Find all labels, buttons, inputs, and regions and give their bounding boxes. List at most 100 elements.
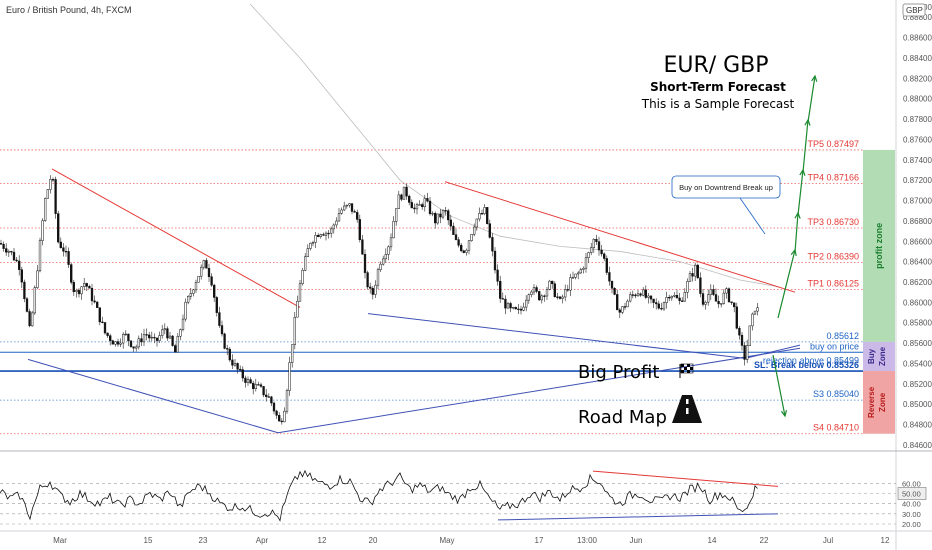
- candle-body: [257, 384, 260, 386]
- candle-body: [696, 264, 699, 279]
- candle-body: [397, 194, 400, 209]
- candle-body: [626, 300, 629, 308]
- candle-body: [241, 369, 244, 379]
- candle-body: [5, 248, 8, 253]
- candle-body: [317, 235, 320, 237]
- candle-body: [353, 211, 356, 213]
- candle-body: [207, 268, 211, 277]
- candle-body: [462, 250, 465, 253]
- candle-body: [714, 294, 718, 302]
- candle-body: [753, 310, 757, 315]
- candle-body: [259, 384, 263, 387]
- candle-body: [740, 334, 744, 346]
- candle-body: [418, 204, 421, 206]
- candle-body: [233, 363, 237, 366]
- candle-body: [340, 209, 343, 214]
- candle-body: [153, 336, 156, 339]
- candle-body: [707, 294, 710, 303]
- candle-body: [629, 294, 632, 302]
- forecast-down-arrow: [772, 354, 786, 417]
- symbol-title: Euro / British Pound, 4h, FXCM: [6, 5, 132, 15]
- level-label: TP1 0.86125: [807, 279, 859, 289]
- candle-body: [496, 269, 499, 282]
- candle-body: [109, 335, 112, 341]
- callout-pointer: [739, 197, 766, 235]
- candle-body: [7, 251, 10, 253]
- candle-body: [426, 198, 429, 202]
- candle-body: [720, 303, 723, 305]
- forecast-up-arrow-head: [811, 74, 818, 82]
- rsi-tick-label: 40.00: [902, 500, 921, 509]
- rsi-tick-label: 30.00: [902, 510, 921, 519]
- candle-body: [49, 179, 52, 190]
- candle-body: [254, 384, 257, 390]
- candle-body: [171, 335, 174, 346]
- candle-body: [140, 338, 143, 343]
- candle-body: [28, 311, 31, 327]
- candle-body: [324, 232, 328, 236]
- time-tick-label: 15: [144, 536, 153, 545]
- candle-body: [597, 241, 601, 251]
- candle-body: [655, 302, 658, 305]
- candle-body: [280, 420, 283, 423]
- rsi-value-badge: [897, 487, 927, 500]
- level-label: rejection above 0.85499: [763, 355, 859, 365]
- candle-body: [96, 301, 99, 308]
- candle-body: [288, 362, 291, 391]
- candle-body: [298, 283, 302, 302]
- candle-body: [38, 240, 42, 272]
- candle-body: [197, 275, 200, 283]
- candle-body: [142, 334, 146, 343]
- support-line-2: [277, 347, 801, 434]
- price-tick-label: 0.85000: [903, 400, 932, 409]
- candle-body: [587, 252, 590, 258]
- candle-body: [545, 289, 549, 297]
- time-tick-label: Jun: [630, 536, 643, 545]
- candle-body: [400, 194, 403, 200]
- candle-body: [530, 291, 533, 295]
- candle-body: [415, 204, 419, 210]
- candle-body: [610, 280, 614, 289]
- candle-body: [236, 363, 239, 370]
- candle-body: [18, 260, 21, 270]
- candle-body: [605, 258, 608, 273]
- candle-body: [265, 394, 268, 397]
- candle-body: [278, 415, 281, 422]
- candle-body: [678, 297, 681, 302]
- candle-body: [652, 298, 655, 303]
- road-dash: [686, 399, 689, 404]
- candle-body: [103, 322, 107, 334]
- flag-square: [690, 367, 693, 370]
- time-tick-label: 22: [760, 536, 769, 545]
- candle-body: [527, 294, 530, 301]
- candle-body: [434, 213, 437, 224]
- candle-body: [483, 207, 486, 215]
- time-tick-label: May: [439, 536, 454, 545]
- forecast-note: This is a Sample Forecast: [641, 97, 795, 111]
- candle-body: [348, 203, 351, 206]
- candle-body: [504, 298, 507, 309]
- candle-body: [561, 296, 564, 299]
- price-tick-label: 0.88200: [903, 74, 932, 83]
- candle-body: [275, 410, 278, 416]
- flag-outline: [680, 363, 694, 374]
- candle-body: [499, 280, 502, 299]
- forecast-down-arrow-head: [780, 410, 788, 418]
- forecast-up-arrow: [807, 75, 816, 123]
- candle-body: [639, 293, 642, 296]
- big-profit-text: Big Profit: [578, 362, 659, 383]
- candle-body: [210, 276, 213, 286]
- candle-body: [738, 328, 741, 336]
- candle-body: [356, 212, 359, 220]
- candle-body: [358, 219, 361, 240]
- candle-body: [189, 293, 192, 297]
- rsi-tick-label: 50.00: [902, 490, 921, 499]
- candle-body: [392, 221, 395, 239]
- candle-body: [649, 295, 653, 300]
- candle-body: [405, 186, 408, 197]
- candle-body: [249, 379, 252, 384]
- candle-body: [535, 287, 538, 292]
- candle-body: [166, 328, 169, 339]
- road-dash: [686, 408, 689, 414]
- candle-body: [488, 223, 491, 238]
